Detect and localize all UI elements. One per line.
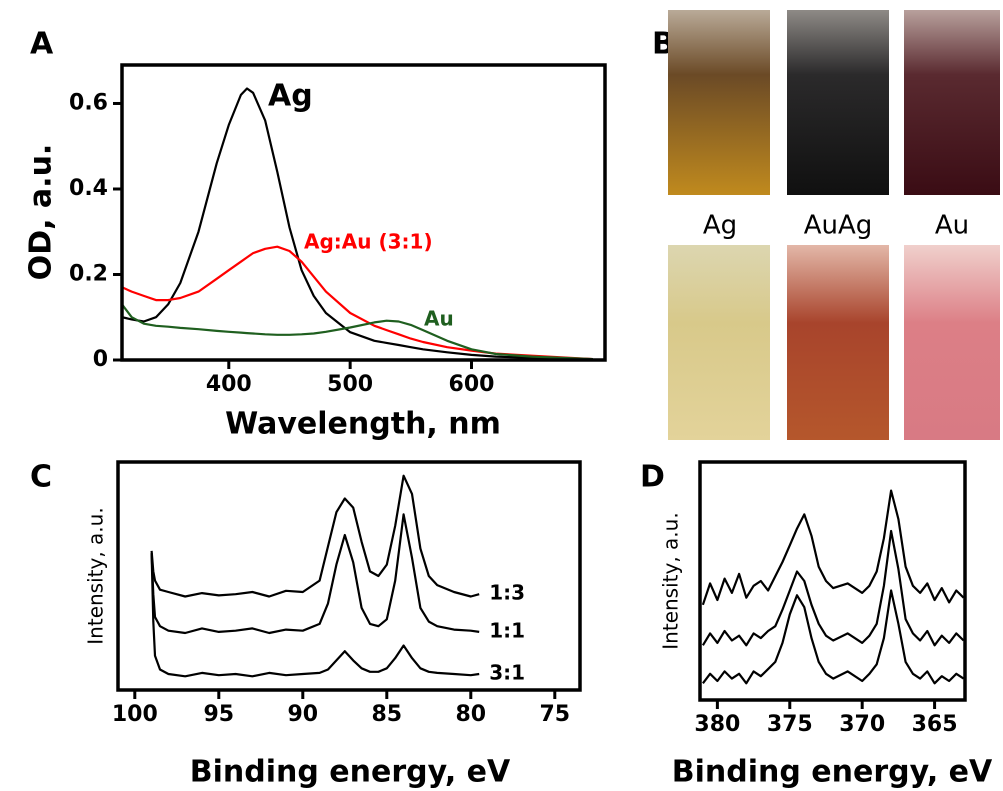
x-tick-label: 400 <box>206 372 252 397</box>
tube-photo <box>787 10 889 195</box>
x-tick-label: 90 <box>287 702 318 727</box>
photo-panel: B Ag AuAg Au <box>652 10 1000 440</box>
x-tick-label: 600 <box>449 372 495 397</box>
tube-caption: Ag <box>703 211 737 241</box>
tube-photo <box>668 245 770 440</box>
plot-frame <box>116 460 582 692</box>
series-label: Au <box>424 307 454 331</box>
series-label: 1:3 <box>489 581 525 605</box>
chart-panel: C 100 95 90 85 80 75 1:3 1:1 3:1 Intensity, a.u. Bi… <box>30 460 582 790</box>
series-line <box>121 303 593 361</box>
x-tick-label: 370 <box>839 712 885 737</box>
x-axis-label: Wavelength, nm <box>225 407 501 442</box>
x-tick-label: 380 <box>694 712 740 737</box>
series-line <box>701 489 965 606</box>
y-axis-label: OD, a.u. <box>24 144 59 281</box>
x-tick-label: 95 <box>203 702 234 727</box>
y-tick-label: 0.2 <box>69 261 108 286</box>
series-line <box>150 474 480 598</box>
series-label: 3:1 <box>489 661 525 685</box>
tube-photo <box>787 245 889 440</box>
tube-caption: AuAg <box>804 211 873 241</box>
x-tick-label: 75 <box>539 702 570 727</box>
x-tick-label: 500 <box>327 372 373 397</box>
y-axis-label: Intensity, a.u. <box>84 507 108 644</box>
series-label: Ag <box>268 79 313 114</box>
panel-letter: C <box>30 460 52 495</box>
chart-panel: A 400 500 600 0 0.2 0.4 0.6 Ag Ag:Au (3:1) Au OD, a… <box>24 27 607 442</box>
x-tick-label: 375 <box>767 712 813 737</box>
series-line <box>121 87 593 361</box>
tube-photo <box>904 10 1000 195</box>
tube-photo <box>904 245 1000 440</box>
series-line <box>701 529 965 647</box>
plot-frame <box>120 63 607 362</box>
series-line <box>121 245 593 361</box>
y-tick-label: 0 <box>93 347 108 372</box>
series-label: Ag:Au (3:1) <box>304 230 433 254</box>
panel-letter: A <box>30 27 54 62</box>
y-axis-label: Intensity, a.u. <box>659 512 683 649</box>
chart-panel: D 380 375 370 365 Intensity, a.u. Binding ener… <box>640 460 993 790</box>
series-line <box>702 589 965 685</box>
x-axis-label: Binding energy, eV <box>190 755 511 790</box>
y-tick-label: 0.4 <box>69 176 108 201</box>
series-line <box>150 553 480 678</box>
tube-photo <box>668 10 770 195</box>
x-tick-label: 80 <box>455 702 486 727</box>
x-tick-label: 100 <box>112 702 158 727</box>
series-line <box>150 513 480 635</box>
x-tick-label: 365 <box>912 712 958 737</box>
tube-caption: Au <box>935 211 969 241</box>
y-tick-label: 0.6 <box>69 90 108 115</box>
x-axis-label: Binding energy, eV <box>672 755 993 790</box>
x-tick-label: 85 <box>371 702 402 727</box>
plot-frame <box>698 460 967 702</box>
series-label: 1:1 <box>489 618 525 642</box>
panel-letter: D <box>640 460 665 495</box>
